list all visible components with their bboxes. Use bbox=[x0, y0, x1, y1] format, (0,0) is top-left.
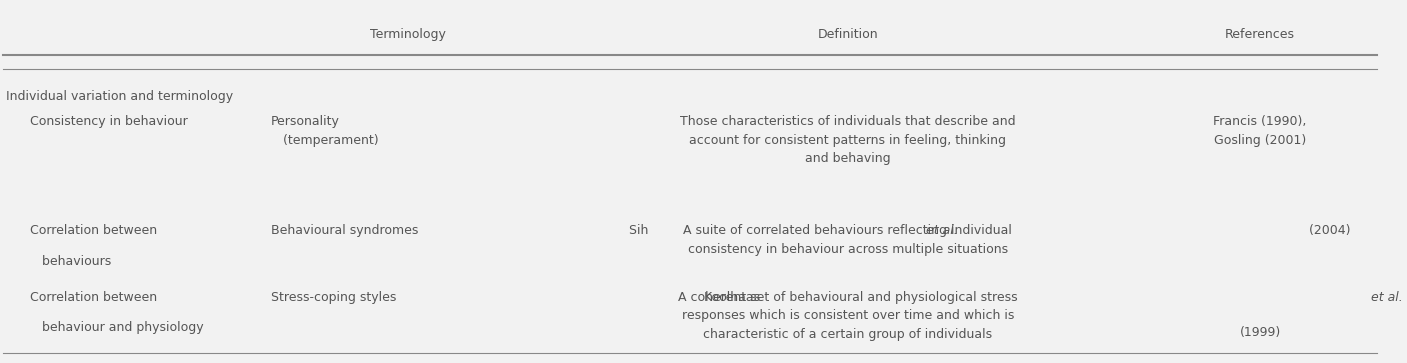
Text: Koolhaas: Koolhaas bbox=[704, 290, 764, 303]
Text: Definition: Definition bbox=[817, 28, 878, 41]
Text: Consistency in behaviour: Consistency in behaviour bbox=[31, 115, 189, 129]
Text: (1999): (1999) bbox=[1240, 326, 1280, 339]
Text: Correlation between: Correlation between bbox=[31, 224, 158, 237]
Text: A suite of correlated behaviours reflecting individual
consistency in behaviour : A suite of correlated behaviours reflect… bbox=[684, 224, 1012, 256]
Text: Francis (1990),
Gosling (2001): Francis (1990), Gosling (2001) bbox=[1213, 115, 1307, 147]
Text: References: References bbox=[1225, 28, 1294, 41]
Text: Behavioural syndromes: Behavioural syndromes bbox=[270, 224, 418, 237]
Text: Those characteristics of individuals that describe and
account for consistent pa: Those characteristics of individuals tha… bbox=[680, 115, 1016, 166]
Text: Individual variation and terminology: Individual variation and terminology bbox=[6, 90, 232, 103]
Text: Stress-coping styles: Stress-coping styles bbox=[270, 290, 397, 303]
Text: A coherent set of behavioural and physiological stress
responses which is consis: A coherent set of behavioural and physio… bbox=[678, 290, 1017, 340]
Text: et al.: et al. bbox=[926, 224, 958, 237]
Text: Sih: Sih bbox=[629, 224, 653, 237]
Text: Correlation between: Correlation between bbox=[31, 290, 158, 303]
Text: behaviour and physiology: behaviour and physiology bbox=[31, 321, 204, 334]
Text: Personality
   (temperament): Personality (temperament) bbox=[270, 115, 378, 147]
Text: (2004): (2004) bbox=[1304, 224, 1351, 237]
Text: Terminology: Terminology bbox=[370, 28, 446, 41]
Text: behaviours: behaviours bbox=[31, 255, 111, 268]
Text: et al.: et al. bbox=[1372, 290, 1403, 303]
